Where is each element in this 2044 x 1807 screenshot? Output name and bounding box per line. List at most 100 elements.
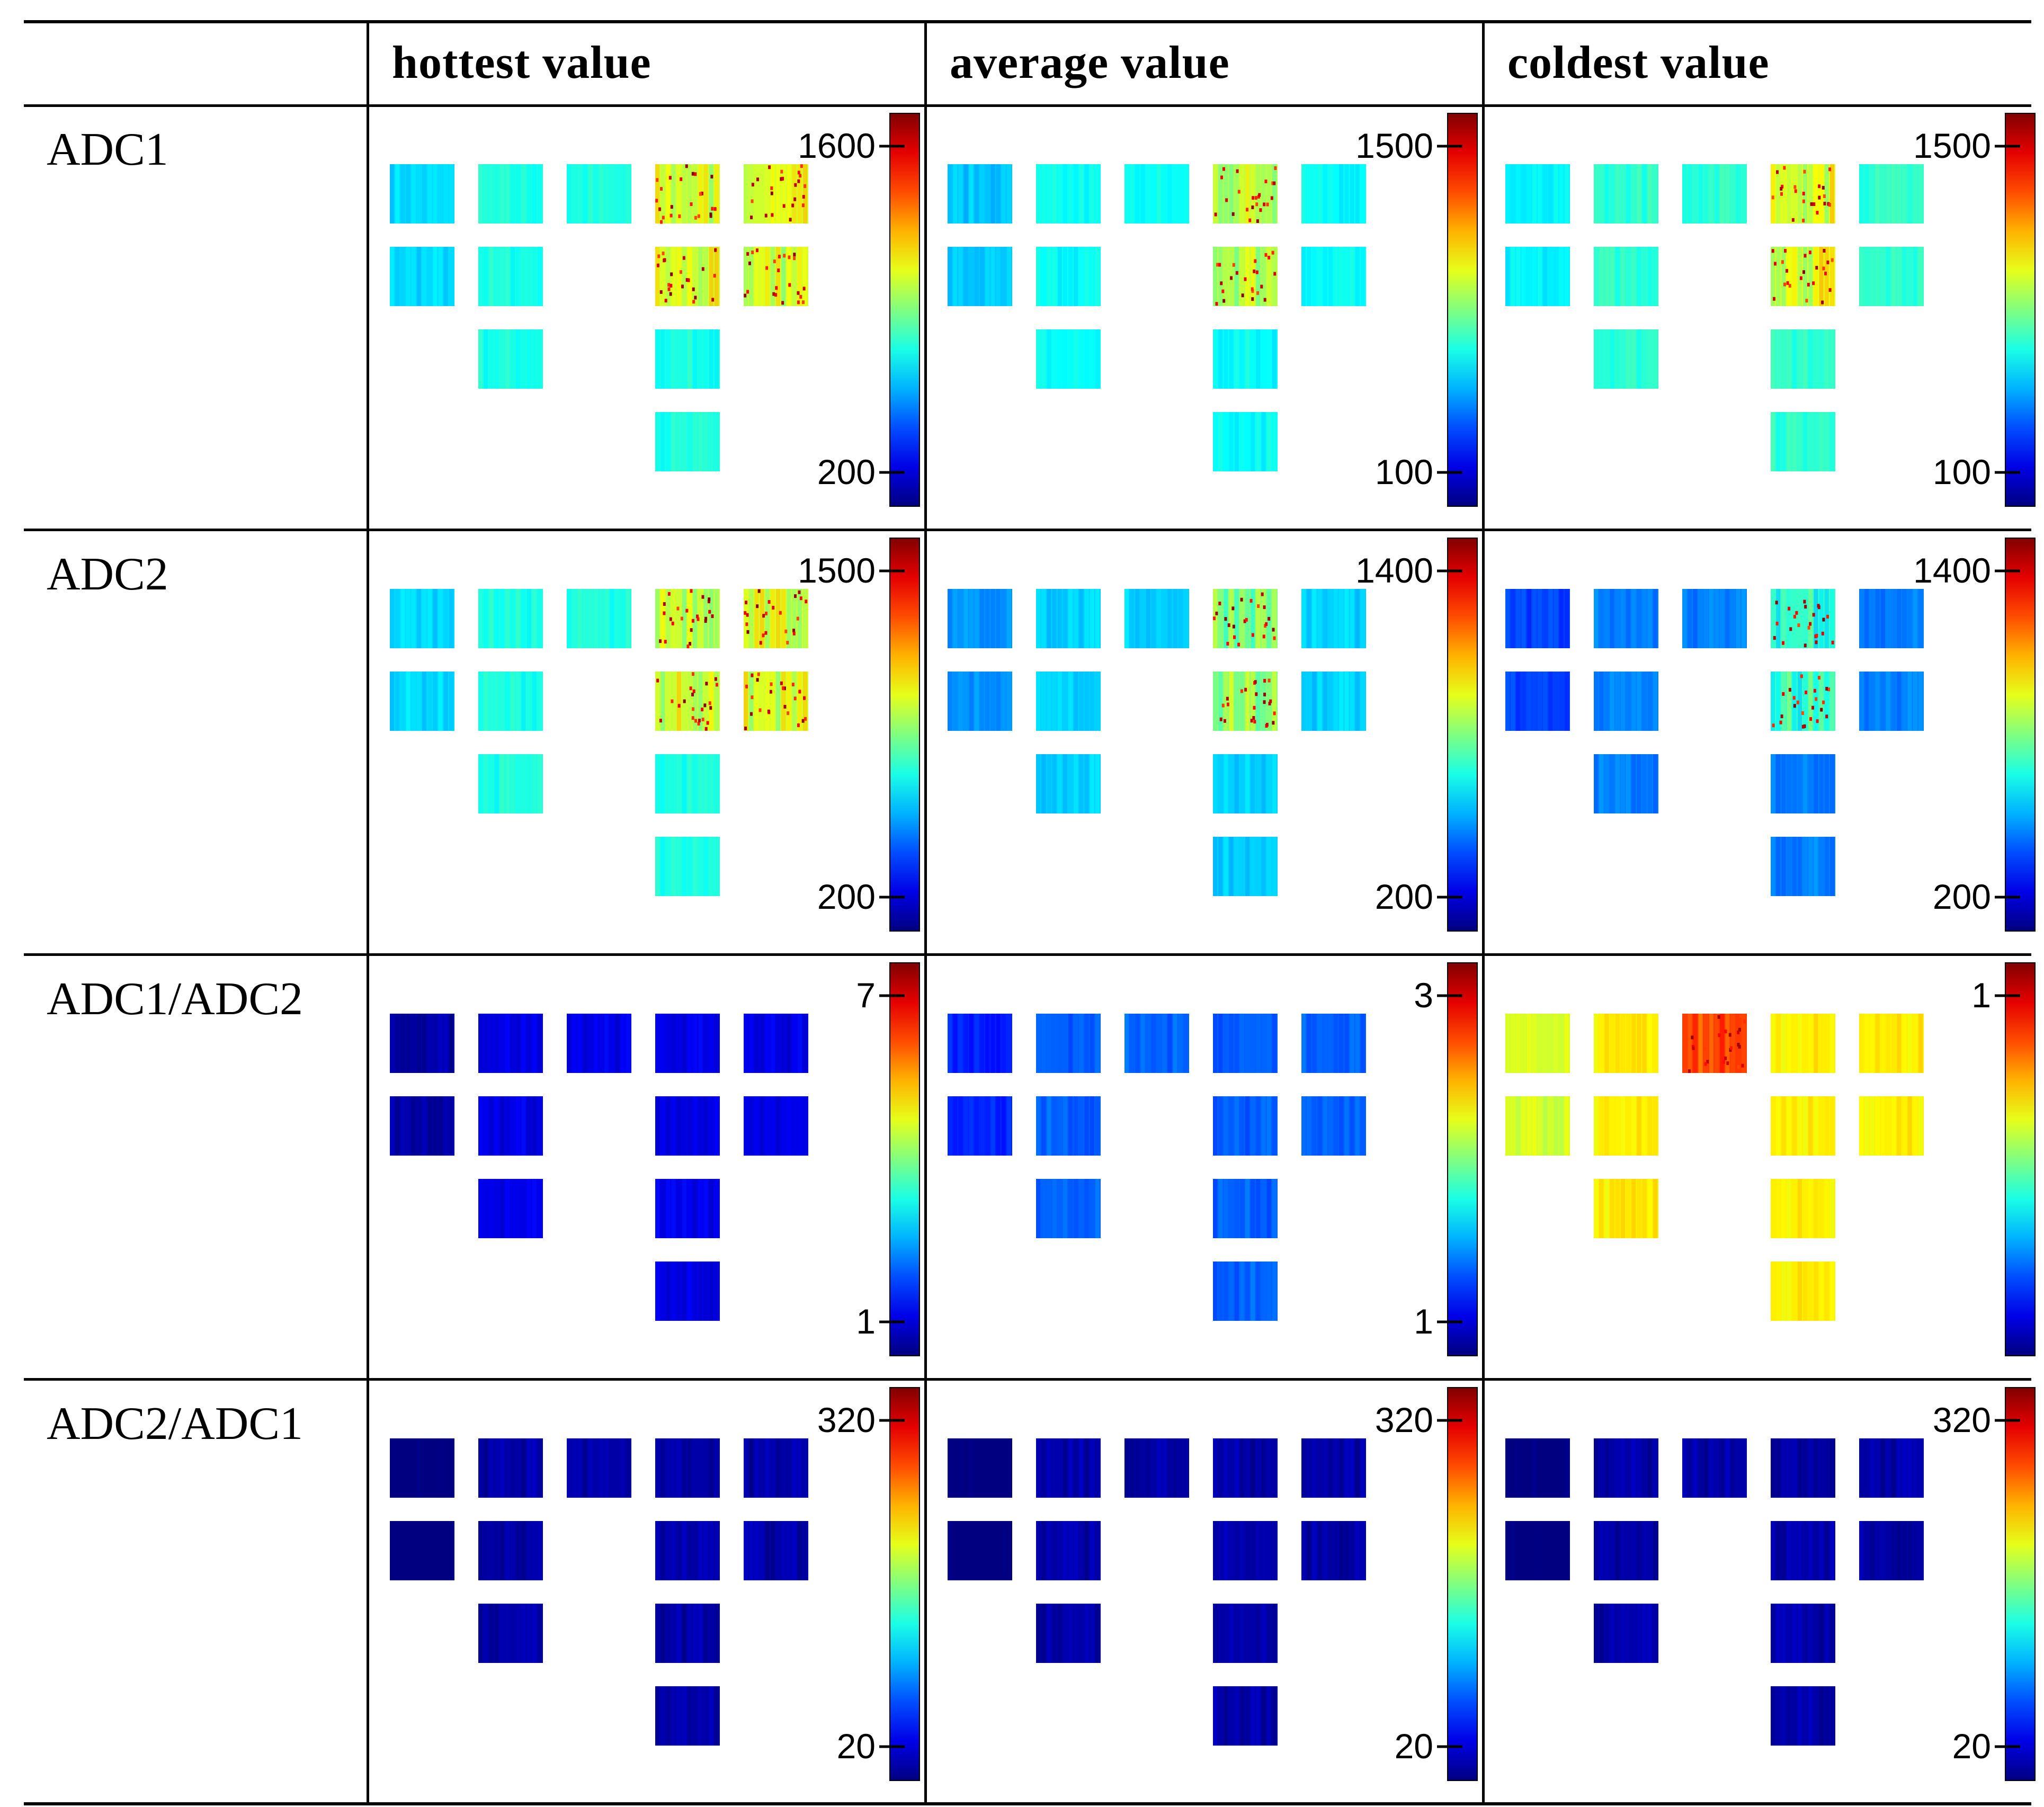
sensor-tile [478,672,543,731]
sensor-tile [1213,1179,1278,1238]
sensor-tile [1771,1014,1835,1073]
sensor-tile [1859,1014,1924,1073]
colorbar-min-label: 20 [1395,1727,1433,1766]
colorbar-max-label: 7 [856,976,876,1015]
colorbar-min-label: 1 [856,1302,876,1341]
colorbar-max-label: 1500 [1355,126,1433,165]
sensor-tile [744,672,808,731]
sensor-tile [1213,1014,1278,1073]
heatmap-svg: 1500 100 [1505,113,2036,507]
sensor-tile [655,164,720,224]
sensor-tile [1505,1438,1570,1498]
sensor-tile [1505,672,1570,731]
sensor-tile [655,1438,720,1498]
sensor-tile [1213,1438,1278,1498]
heatmap-svg: 1 [1505,962,2036,1356]
sensor-tile [1213,672,1278,731]
sensor-tile [744,1014,808,1073]
heatmap-panel: 1400 200 [1485,533,2039,952]
sensor-tile [1594,247,1658,306]
heatmap-panel: 1500 200 [370,533,924,952]
sensor-tile [390,589,454,648]
sensor-tile [1036,247,1101,306]
sensor-tile [1213,589,1278,648]
sensor-tile [1859,589,1924,648]
sensor-tile [655,1686,720,1746]
sensor-tile [655,329,720,389]
sensor-tile [655,247,720,306]
sensor-tile [567,589,631,648]
colorbar [1448,113,1477,506]
sensor-tile [1213,837,1278,896]
colorbar-min-label: 1 [1414,1302,1433,1341]
sensor-tile [1301,1521,1366,1580]
sensor-tile [1771,1438,1835,1498]
sensor-tile [1301,164,1366,223]
colorbar [890,113,920,506]
sensor-tile [1771,1521,1835,1580]
sensor-tile [1301,672,1366,731]
colorbar-max-label: 320 [817,1400,876,1439]
sensor-tile [1213,247,1278,306]
sensor-tile [1036,589,1101,648]
sensor-tile [390,1096,454,1156]
sensor-tile [1505,1014,1570,1073]
sensor-tile [1505,589,1570,648]
sensor-tile [567,1438,631,1498]
sensor-tile [744,1438,808,1498]
colorbar-max-label: 320 [1375,1400,1433,1439]
colorbar [2005,538,2035,931]
sensor-tile [1771,329,1835,389]
sensor-tile [478,1179,543,1238]
sensor-tile [567,164,631,223]
sensor-tile [1594,1096,1658,1156]
sensor-tile [478,754,543,813]
row-header-adc2: ADC2 [47,549,168,600]
sensor-tile [1771,1686,1835,1746]
heatmap-panel: 1600 200 [370,108,924,527]
sensor-tile [948,1014,1012,1073]
colorbar-max-label: 1 [1971,976,1991,1015]
sensor-tile [1594,329,1658,389]
sensor-tile [1771,1604,1835,1663]
colorbar-max-label: 3 [1414,976,1433,1015]
sensor-tile [1036,1179,1101,1238]
sensor-tile [744,164,808,223]
column-header-hottest: hottest value [392,37,651,88]
sensor-tile [948,1096,1012,1156]
sensor-tile [1859,1438,1924,1498]
sensor-tile [478,164,543,223]
sensor-tile [1124,1014,1189,1073]
heatmap-panel: 1400 200 [927,533,1481,952]
sensor-tile [1505,164,1570,223]
sensor-tile [1213,1686,1278,1746]
sensor-tile [655,1096,720,1156]
row-header-adc1: ADC1 [47,124,168,175]
colorbar [890,1388,920,1781]
colorbar-min-label: 200 [1375,877,1433,916]
sensor-tile [1682,1438,1747,1498]
sensor-tile [1771,1262,1835,1321]
sensor-tile [390,247,454,306]
sensor-tile [1594,1604,1658,1663]
row-header-adc1-over-adc2: ADC1/ADC2 [47,973,304,1025]
colorbar [2005,113,2035,506]
sensor-tile [655,1521,720,1580]
sensor-tile [1771,412,1835,471]
sensor-tile [1124,589,1189,648]
column-divider [367,21,369,1805]
colorbar-min-label: 100 [1933,452,1991,491]
heatmap-svg: 1400 200 [1505,538,2036,932]
colorbar-min-label: 100 [1375,452,1433,491]
header-rule [24,104,2031,107]
table-bottom-rule [24,1802,2031,1805]
column-divider [924,21,927,1805]
sensor-tile [1771,1179,1835,1238]
sensor-tile [1301,589,1366,648]
sensor-tile [1682,164,1747,223]
colorbar-max-label: 1400 [1913,551,1991,590]
colorbar-max-label: 1400 [1355,551,1433,590]
sensor-tile [1594,1179,1658,1238]
colorbar-min-label: 20 [1952,1727,1991,1766]
